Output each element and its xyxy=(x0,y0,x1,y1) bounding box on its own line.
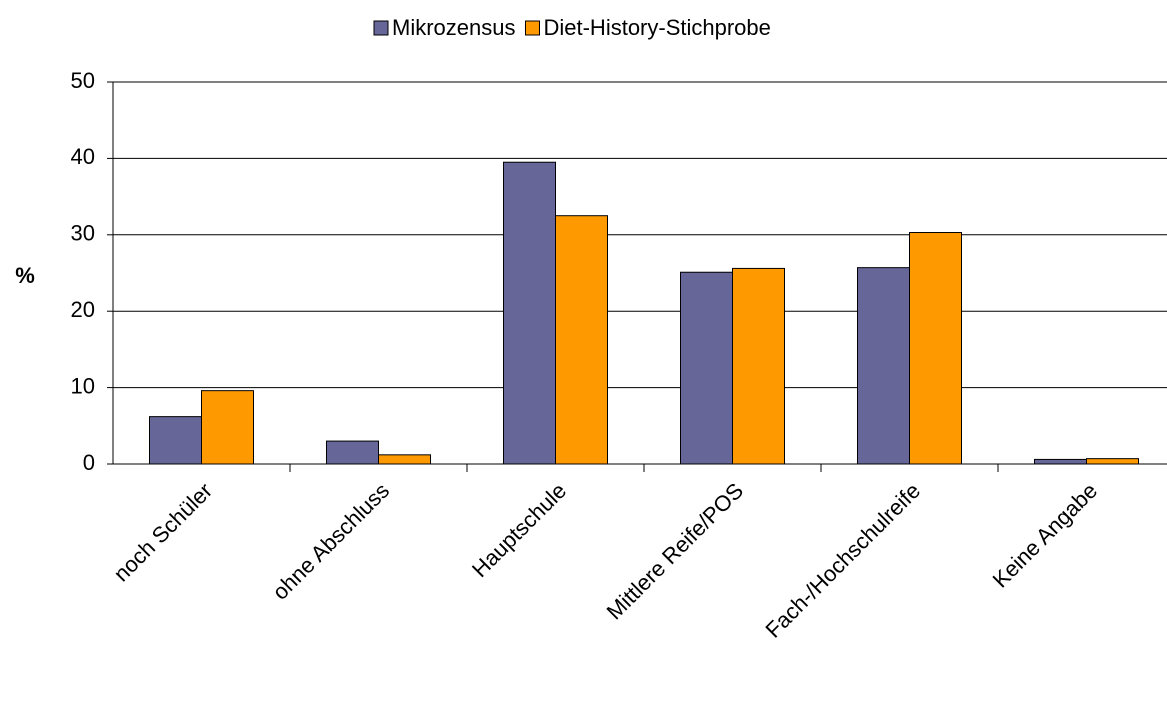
y-axis-label: % xyxy=(15,263,35,288)
bar xyxy=(857,267,910,465)
legend-swatch xyxy=(373,20,389,36)
bar xyxy=(326,440,379,465)
y-tick-label: 50 xyxy=(71,68,95,93)
y-tick-label: 0 xyxy=(83,450,95,475)
x-tick-label: Mittlere Reife/POS xyxy=(602,478,748,624)
x-tick-label: ohne Abschluss xyxy=(267,478,394,605)
legend-label: Diet-History-Stichprobe xyxy=(543,15,770,40)
bar xyxy=(149,416,202,465)
bar xyxy=(1086,458,1139,465)
bar xyxy=(680,271,733,465)
y-tick-label: 40 xyxy=(71,144,95,169)
y-tick-label: 10 xyxy=(71,373,95,398)
legend-swatch xyxy=(524,20,540,36)
bar xyxy=(732,267,785,465)
x-tick-label: noch Schüler xyxy=(109,478,217,586)
x-tick-label: Keine Angabe xyxy=(988,478,1103,593)
x-tick-label: Fach-/Hochschulreife xyxy=(760,478,925,643)
x-tick-label: Hauptschule xyxy=(467,478,571,582)
legend-label: Mikrozensus xyxy=(392,15,515,40)
bar xyxy=(378,454,431,465)
bar xyxy=(555,215,608,465)
bar xyxy=(1034,458,1087,465)
y-tick-label: 20 xyxy=(71,297,95,322)
bar xyxy=(503,161,556,465)
bar xyxy=(201,390,254,465)
y-tick-label: 30 xyxy=(71,221,95,246)
bar xyxy=(909,232,962,465)
